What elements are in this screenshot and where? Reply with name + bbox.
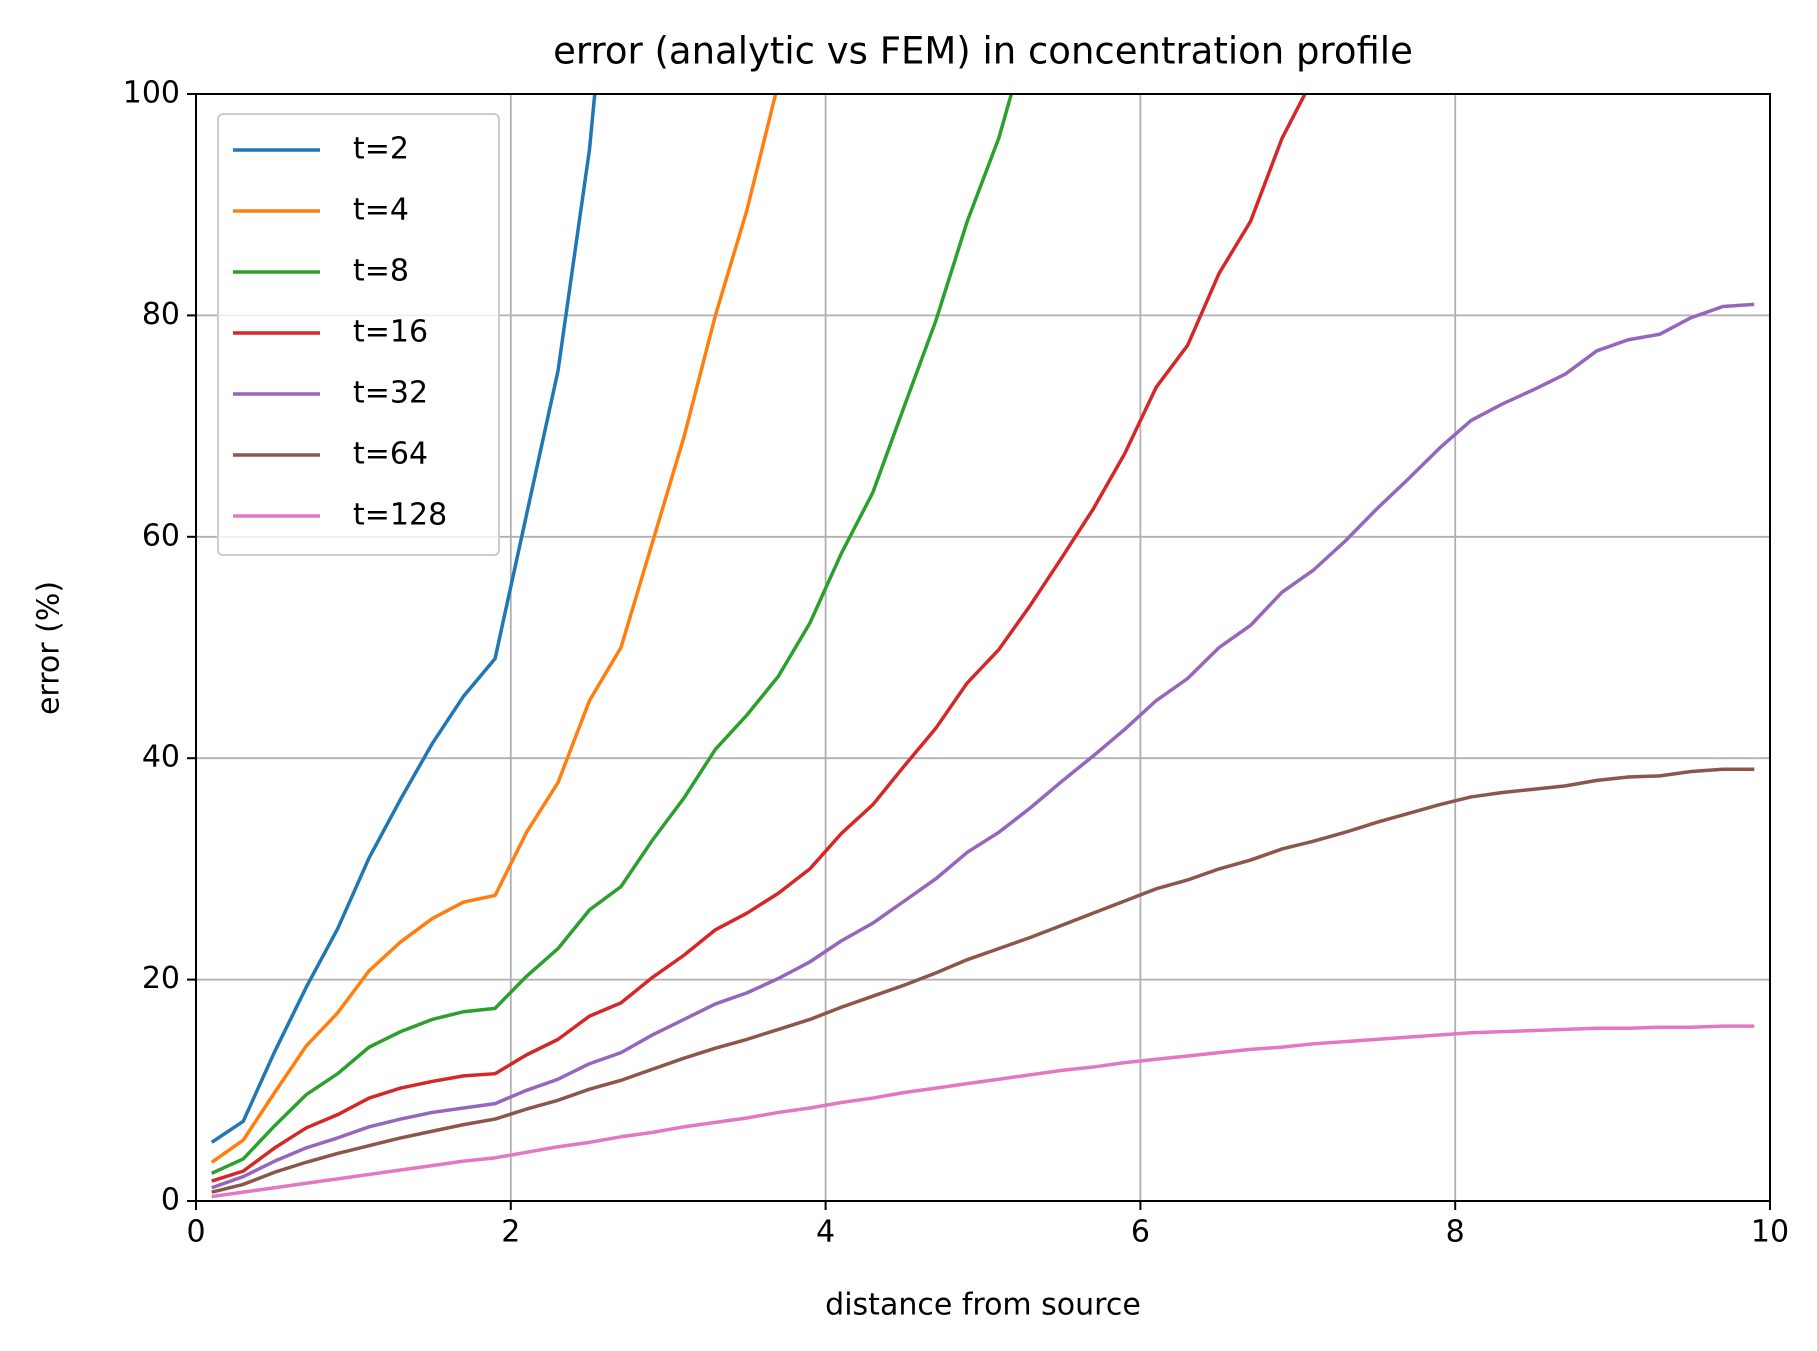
legend-label: t=2 — [353, 132, 409, 167]
series-line — [211, 1024, 1755, 1199]
x-tick-label: 10 — [1751, 1215, 1789, 1250]
axes-frame — [195, 93, 1771, 1202]
y-tick-label: 20 — [142, 961, 180, 996]
x-axis-label: distance from source — [825, 1288, 1141, 1323]
plot-area — [210, 94, 1755, 1199]
chart-title: error (analytic vs FEM) in concentration… — [553, 30, 1413, 73]
x-tick-label: 8 — [1446, 1215, 1465, 1250]
series-line — [210, 94, 778, 1164]
legend-label: t=8 — [353, 254, 409, 289]
series-line — [211, 302, 1755, 1190]
legend-label: t=128 — [353, 498, 447, 533]
y-tick-label: 100 — [123, 76, 180, 111]
legend-label: t=64 — [353, 437, 428, 472]
series-line — [211, 94, 1307, 1183]
x-tick-label: 2 — [501, 1215, 520, 1250]
y-tick-label: 0 — [161, 1183, 180, 1218]
x-tick-label: 0 — [186, 1215, 205, 1250]
legend-label: t=16 — [353, 315, 428, 350]
y-axis-label: error (%) — [32, 581, 67, 715]
y-tick-label: 80 — [142, 297, 180, 332]
y-tick-label: 40 — [142, 740, 180, 775]
legend-label: t=32 — [353, 376, 428, 411]
series-line — [211, 94, 1014, 1175]
legend-box — [217, 113, 500, 556]
series-line — [210, 94, 597, 1144]
series-line — [211, 767, 1755, 1194]
legend-label: t=4 — [353, 193, 409, 228]
x-tick-label: 4 — [816, 1215, 835, 1250]
x-tick-label: 6 — [1131, 1215, 1150, 1250]
y-tick-label: 60 — [142, 518, 180, 553]
